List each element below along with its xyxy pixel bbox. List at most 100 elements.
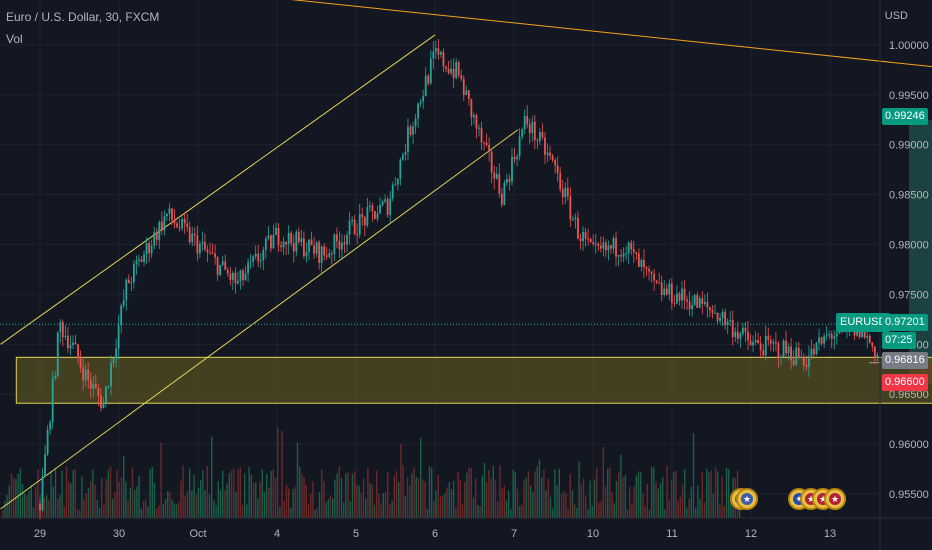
- volume-bar: [668, 500, 670, 518]
- volume-bar: [255, 482, 257, 518]
- volume-bar: [523, 480, 525, 518]
- volume-bar: [112, 498, 114, 518]
- candle-body: [462, 78, 465, 96]
- symbol-price-tag[interactable]: EURUSD: [836, 313, 891, 332]
- volume-bar: [521, 504, 523, 518]
- candle-body: [422, 96, 425, 102]
- candle-body: [300, 238, 303, 243]
- volume-bar: [613, 503, 615, 518]
- volume-bar: [369, 482, 371, 518]
- volume-bar: [266, 473, 268, 518]
- chart-legend: Euro / U.S. Dollar, 30, FXCM Vol: [6, 10, 159, 46]
- entry-price-tag: 0.96816: [882, 352, 928, 369]
- candle-body: [546, 152, 549, 155]
- volume-bar: [728, 468, 730, 518]
- volume-bar: [519, 505, 521, 518]
- candle-body: [209, 252, 211, 254]
- volume-bar: [631, 503, 633, 518]
- candle-body: [544, 137, 546, 155]
- volume-bar: [657, 488, 659, 518]
- candle-body: [698, 298, 701, 308]
- x-tick-label: 5: [353, 528, 359, 540]
- candle-body: [714, 312, 716, 314]
- candle-body: [242, 270, 244, 281]
- volume-bar: [565, 493, 567, 518]
- volume-bar: [158, 505, 160, 518]
- candle-body: [325, 255, 328, 257]
- candle-body: [602, 242, 605, 249]
- volume-bar: [611, 492, 613, 518]
- volume-bar: [494, 480, 497, 518]
- volume-bar: [310, 494, 312, 518]
- volume-bar: [532, 491, 534, 518]
- candle-body: [394, 184, 397, 186]
- volume-bar: [587, 509, 589, 518]
- candle-body: [173, 219, 176, 224]
- candle-body: [120, 305, 123, 326]
- us-flag-icon[interactable]: ★: [736, 488, 758, 510]
- volume-bar: [349, 501, 351, 518]
- volume-bar: [151, 466, 153, 518]
- volume-bar: [74, 469, 76, 518]
- volume-bar: [277, 427, 279, 518]
- candle-body: [89, 379, 92, 389]
- volume-bar: [472, 497, 475, 518]
- y-tick-label: 0.96500: [889, 389, 929, 401]
- candle-body: [503, 182, 506, 205]
- candle-body: [145, 243, 148, 255]
- candle-body: [165, 213, 168, 217]
- candle-body: [825, 335, 828, 337]
- volume-bar: [294, 487, 296, 518]
- volume-bar: [536, 466, 538, 518]
- candle-body: [670, 283, 673, 304]
- candle-body: [769, 339, 772, 344]
- candle-body: [868, 335, 871, 343]
- candle-body: [158, 221, 161, 240]
- volume-bar: [94, 484, 96, 518]
- candle-body: [742, 327, 744, 334]
- volume-bar: [598, 502, 600, 518]
- candle-body: [617, 255, 620, 257]
- candle-body: [762, 350, 765, 356]
- candle-body: [97, 388, 100, 396]
- candle-body: [384, 199, 387, 202]
- volume-bar: [725, 467, 728, 518]
- volume-bar: [558, 468, 560, 518]
- volume-bar: [580, 484, 582, 518]
- symbol-title[interactable]: Euro / U.S. Dollar, 30, FXCM: [6, 10, 160, 24]
- candle-body: [706, 301, 709, 308]
- candle-body: [94, 384, 97, 389]
- candle-body: [561, 189, 564, 198]
- candle-body: [724, 311, 727, 325]
- candle-body: [559, 172, 562, 190]
- volume-bar: [248, 467, 250, 518]
- candle-body: [368, 205, 371, 207]
- volume-bar: [622, 476, 624, 518]
- candle-body: [526, 115, 529, 125]
- candle-body: [632, 249, 635, 253]
- volume-bar: [305, 485, 307, 518]
- candle-body: [56, 332, 59, 376]
- volume-bar: [653, 467, 655, 518]
- volume-bar: [79, 509, 81, 518]
- volume-bar: [237, 469, 239, 518]
- volume-bar: [92, 469, 94, 518]
- volume-bar: [365, 498, 367, 518]
- volume-bar: [246, 504, 248, 518]
- volume-label[interactable]: Vol: [6, 32, 23, 46]
- volume-bar: [483, 462, 486, 518]
- candle-body: [148, 243, 151, 254]
- candle-body: [72, 342, 74, 346]
- candle-body: [721, 311, 724, 318]
- candle-body: [206, 249, 209, 253]
- volume-bar: [450, 489, 453, 518]
- volume-bar: [563, 491, 565, 518]
- us-flag-icon[interactable]: ★: [824, 488, 846, 510]
- volume-bar: [145, 499, 147, 518]
- candle-body: [488, 144, 491, 152]
- candle-body: [564, 187, 567, 198]
- candle-body: [82, 367, 85, 381]
- volume-bar: [35, 487, 37, 518]
- candle-body: [221, 261, 224, 265]
